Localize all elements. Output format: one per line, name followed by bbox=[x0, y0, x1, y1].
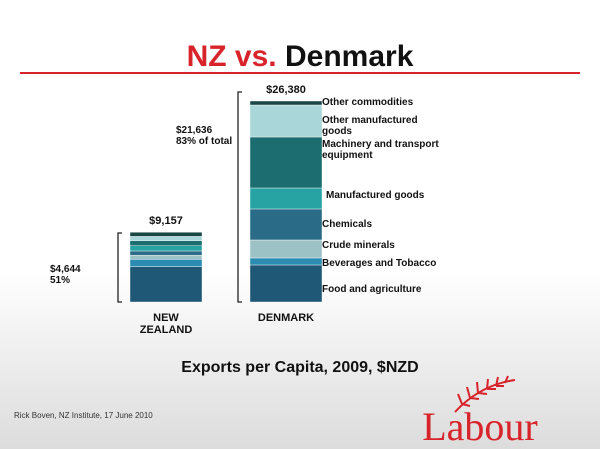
bar-segment bbox=[249, 104, 323, 138]
annotation: 51% bbox=[50, 275, 71, 286]
title-rest: Denmark bbox=[285, 40, 414, 73]
chart-title: Exports per Capita, 2009, $NZD bbox=[181, 359, 418, 376]
bar-segment bbox=[129, 250, 203, 256]
slide-title: NZ vs. Denmark bbox=[187, 40, 414, 73]
legend-label: Other commodities bbox=[322, 97, 414, 108]
category-label: DENMARK bbox=[257, 312, 315, 324]
bar-segment bbox=[249, 264, 323, 303]
legend-label: Machinery and transport equipment bbox=[322, 139, 439, 161]
bar-segment bbox=[129, 266, 203, 303]
bar-segment bbox=[129, 236, 203, 241]
bar-segment bbox=[129, 232, 203, 237]
legend-label: Crude minerals bbox=[322, 240, 395, 251]
bar-segment bbox=[129, 259, 203, 267]
legend-label: Other manufactured goods bbox=[322, 115, 418, 137]
title-prefix: NZ vs. bbox=[187, 40, 277, 73]
bar-segment bbox=[129, 254, 203, 260]
bar-segment bbox=[249, 100, 323, 106]
total-label: $9,157 bbox=[149, 215, 183, 227]
bracket bbox=[117, 232, 122, 303]
bar-segment bbox=[129, 240, 203, 246]
annotation: $4,644 bbox=[50, 264, 81, 275]
annotation: 83% of total bbox=[176, 136, 233, 147]
bar-segment bbox=[249, 208, 323, 241]
legend-label: Chemicals bbox=[322, 219, 373, 230]
annotation: $21,636 bbox=[176, 125, 213, 136]
legend-label: Beverages and Tobacco bbox=[322, 258, 437, 269]
logo-fern bbox=[454, 375, 516, 413]
bar-segment bbox=[249, 257, 323, 266]
category-label: NEW ZEALAND bbox=[139, 312, 193, 336]
legend-label: Manufactured goods bbox=[326, 190, 425, 201]
bar-segment bbox=[129, 245, 203, 252]
bar-segment bbox=[249, 136, 323, 189]
bar-segment bbox=[249, 187, 323, 210]
bracket bbox=[237, 91, 242, 303]
footer: Rick Boven, NZ Institute, 17 June 2010 bbox=[14, 411, 153, 420]
legend-label: Food and agriculture bbox=[322, 284, 422, 295]
total-label: $26,380 bbox=[266, 84, 306, 96]
logo: Labour bbox=[422, 404, 538, 449]
bar-segment bbox=[249, 239, 323, 259]
